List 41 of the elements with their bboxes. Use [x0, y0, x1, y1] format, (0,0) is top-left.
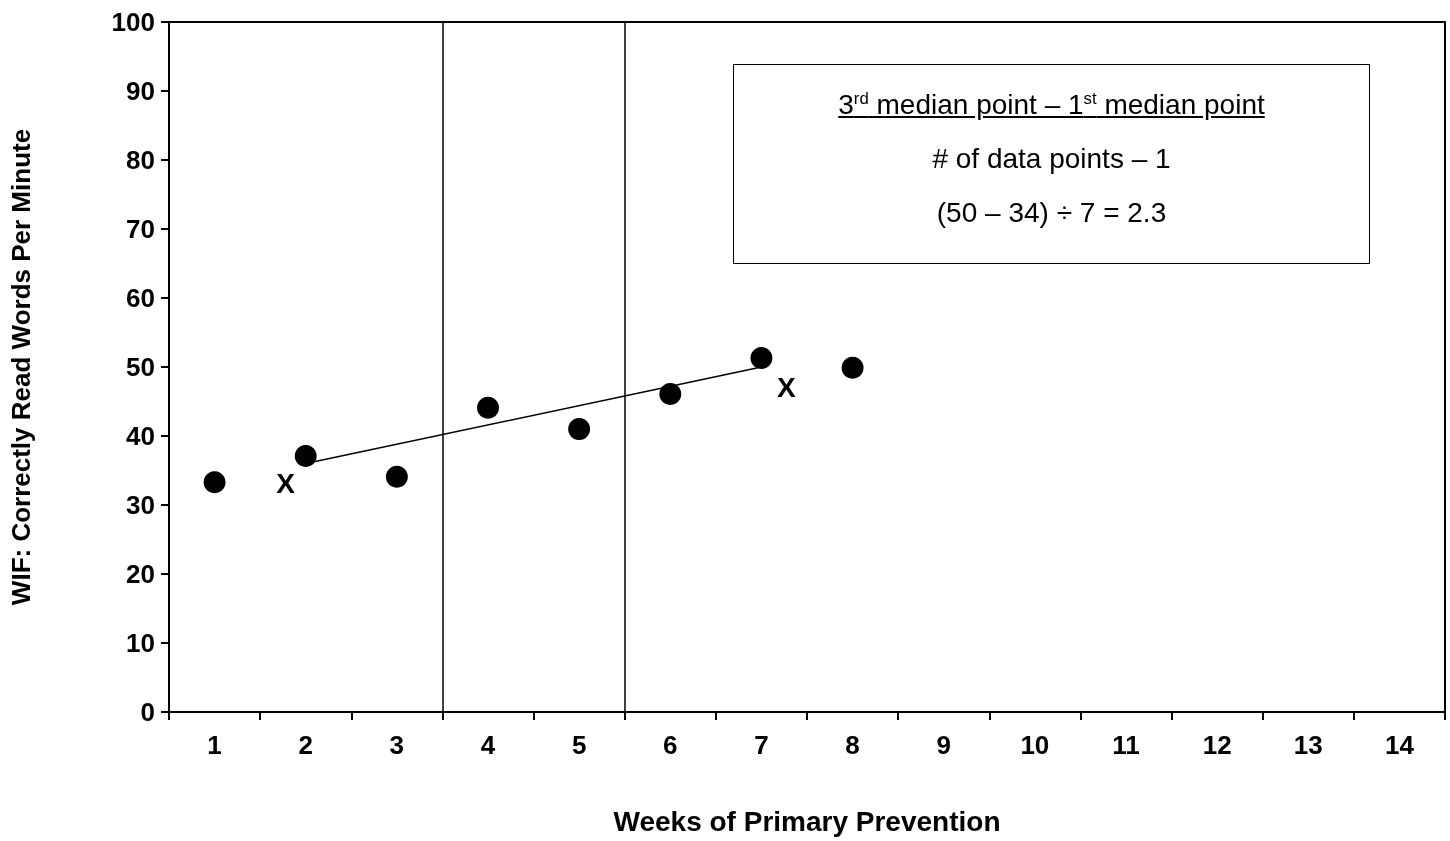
y-tick-label: 60 — [126, 283, 155, 313]
y-tick-label: 70 — [126, 214, 155, 244]
point — [750, 347, 773, 370]
x-tick-label: 5 — [571, 730, 587, 760]
point — [294, 445, 317, 467]
x-tick-label: 4 — [480, 730, 496, 760]
x-tick-label: 9 — [936, 730, 951, 760]
annotation: # of data points – 1 — [931, 142, 1172, 177]
annotation: (50 – 34) ÷ 7 = 2.3 — [935, 196, 1168, 231]
x-tick-label: 2 — [298, 730, 313, 760]
point — [385, 465, 408, 488]
x-tick-label: 1 — [207, 730, 222, 760]
annotation: X — [777, 371, 797, 403]
x-tick-label: 8 — [845, 730, 860, 760]
y-tick-label: 100 — [111, 7, 155, 37]
x-tick-label: 6 — [663, 730, 678, 760]
x-tick-label: 7 — [754, 730, 769, 760]
y-tick-label: 10 — [126, 628, 155, 658]
point — [841, 356, 864, 379]
x-tick-label: 11 — [1112, 730, 1140, 760]
x-tick-label: 3 — [389, 730, 405, 760]
point — [477, 396, 499, 419]
x-tick-label: 12 — [1202, 730, 1232, 760]
x-tick-label: 14 — [1384, 730, 1415, 760]
x-tick-label: 10 — [1020, 730, 1050, 760]
y-tick-label: 30 — [126, 490, 155, 520]
point — [659, 382, 682, 405]
y-tick-label: 0 — [140, 697, 155, 727]
formula-box: 3$^{rd}$ median point – 1$^{st}$ median point # of data points – 1 (50 – 34) ÷ 7 = 2.3 — [733, 64, 1370, 264]
y-tick-label: 50 — [126, 352, 155, 382]
point — [203, 471, 226, 494]
x-axis-title: Weeks of Primary Prevention — [613, 805, 1001, 837]
y-axis-title: WIF: Correctly Read Words Per Minute — [6, 128, 36, 606]
y-tick-label: 20 — [126, 559, 155, 589]
y-tick-label: 80 — [126, 145, 155, 175]
x-tick-label: 13 — [1293, 730, 1323, 760]
y-tick-label: 40 — [126, 421, 155, 451]
annotation: X — [276, 468, 296, 500]
annotation: 3$^{rd}$ median point – 1$^{st}$ median point — [837, 88, 1266, 123]
point — [568, 418, 591, 441]
y-tick-label: 90 — [126, 76, 155, 106]
